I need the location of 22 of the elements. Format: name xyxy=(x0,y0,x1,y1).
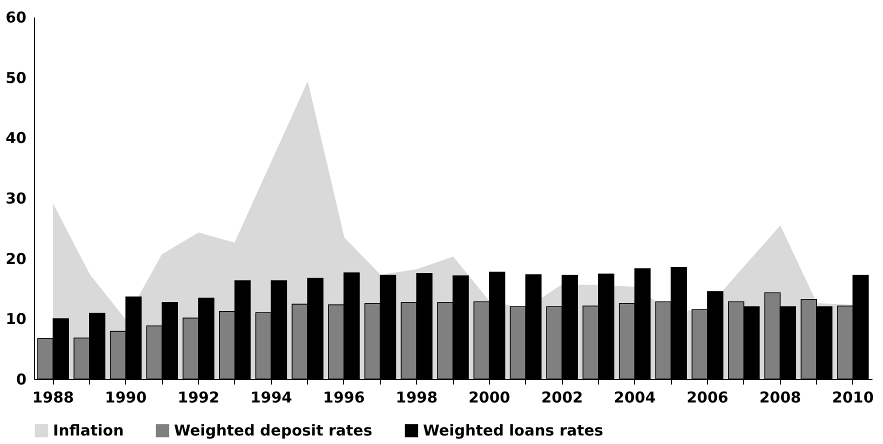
x-tick-label: 1994 xyxy=(250,388,292,406)
legend-label: Weighted deposit rates xyxy=(174,422,372,440)
x-tick-label: 2006 xyxy=(686,388,728,406)
x-tick-label: 1988 xyxy=(32,388,74,406)
y-tick-label: 60 xyxy=(6,8,26,26)
x-tick-label: 1992 xyxy=(178,388,220,406)
y-tick-label: 10 xyxy=(6,310,26,328)
x-tick-label: 1990 xyxy=(104,388,147,406)
y-tick-label: 50 xyxy=(6,68,26,87)
y-tick-label: 40 xyxy=(6,129,26,148)
y-tick-label: 30 xyxy=(6,190,26,208)
legend-label: Inflation xyxy=(53,422,124,440)
legend-label: Weighted loans rates xyxy=(423,422,604,440)
x-tick-label: 2008 xyxy=(759,388,802,406)
x-tick-label: 2002 xyxy=(541,388,583,406)
x-tick-label: 1996 xyxy=(323,388,365,406)
x-tick-label: 2004 xyxy=(614,388,656,406)
x-tick-label: 2010 xyxy=(832,388,874,406)
y-tick-label: 0 xyxy=(16,370,26,388)
x-tick-label: 2000 xyxy=(468,388,510,406)
y-tick-label: 20 xyxy=(6,250,26,268)
x-tick-label: 1998 xyxy=(396,388,438,406)
